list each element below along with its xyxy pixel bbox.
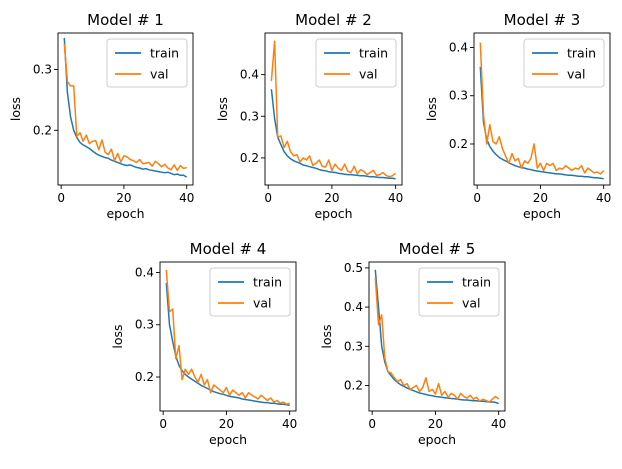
y-tick-label: 0.3 (344, 339, 363, 353)
series-line-train (165, 282, 290, 406)
y-tick-label: 0.2 (240, 151, 259, 165)
series-line-val (270, 40, 397, 178)
subplot-3: Model # 3 0 20 40 0.2 0.3 0.4 epoch loss train val (424, 11, 611, 221)
x-tick-label: 40 (491, 417, 506, 431)
series-line-train (374, 269, 499, 405)
y-tick-label: 0.2 (344, 379, 363, 393)
x-tick-label: 0 (264, 191, 272, 205)
legend-label-train: train (150, 46, 179, 61)
legend-box (209, 267, 291, 317)
x-tick-label: 0 (57, 191, 65, 205)
plot-frame (264, 32, 403, 186)
legend-label-train: train (253, 275, 282, 290)
x-tick-label: 20 (533, 191, 548, 205)
x-tick-label: 0 (368, 417, 376, 431)
legend: train val (418, 267, 500, 317)
series-line-train (270, 89, 396, 180)
y-axis-label: loss (319, 324, 334, 348)
y-tick-label: 0.3 (33, 62, 52, 76)
plot-frame (368, 261, 506, 412)
y-tick-label: 0.5 (344, 261, 363, 275)
legend-box (106, 38, 188, 88)
legend-label-val: val (150, 67, 169, 82)
x-tick-label: 20 (324, 191, 339, 205)
x-axis-label: epoch (209, 432, 247, 447)
chart-title: Model # 3 (504, 11, 581, 29)
y-tick-label: 0.3 (135, 318, 154, 332)
legend: train val (209, 267, 291, 317)
plot-frame (473, 32, 611, 186)
legend: train val (106, 38, 188, 88)
legend: train val (523, 38, 605, 88)
x-axis-label: epoch (418, 432, 456, 447)
legend-label-train: train (359, 46, 388, 61)
y-tick-label: 0.4 (240, 68, 259, 82)
series-line-val (374, 277, 500, 403)
y-tick-label: 0.2 (135, 370, 154, 384)
chart-title: Model # 2 (295, 11, 372, 29)
y-tick-label: 0.4 (449, 40, 468, 54)
legend: train val (315, 38, 397, 88)
x-tick-label: 40 (179, 191, 194, 205)
chart-title: Model # 4 (190, 240, 267, 258)
x-tick-label: 0 (159, 417, 167, 431)
x-tick-label: 20 (428, 417, 443, 431)
series-line-train (479, 66, 604, 180)
series-line-val (63, 43, 187, 172)
legend-label-train: train (462, 275, 491, 290)
y-axis-label: loss (8, 97, 23, 121)
x-tick-label: 40 (282, 417, 297, 431)
legend-label-val: val (462, 296, 481, 311)
legend-label-val: val (567, 67, 586, 82)
subplot-4: Model # 4 0 20 40 0.2 0.3 0.4 epoch loss train val (110, 240, 297, 447)
series-line-val (479, 42, 605, 175)
x-tick-label: 40 (388, 191, 403, 205)
x-tick-label: 20 (219, 417, 234, 431)
x-axis-label: epoch (523, 206, 561, 221)
y-axis-label: loss (215, 97, 230, 121)
plot-frame (57, 32, 194, 186)
y-tick-label: 0.3 (240, 109, 259, 123)
x-axis-label: epoch (106, 206, 144, 221)
y-tick-label: 0.3 (449, 89, 468, 103)
chart-title: Model # 1 (87, 11, 164, 29)
plot-frame (159, 261, 297, 412)
y-tick-label: 0.4 (135, 265, 154, 279)
legend-box (315, 38, 397, 88)
subplot-1: Model # 1 0 20 40 0.2 0.3 epoch loss train val (8, 11, 194, 221)
x-axis-label: epoch (314, 206, 352, 221)
y-tick-label: 0.4 (344, 300, 363, 314)
legend-label-val: val (359, 67, 378, 82)
subplot-2: Model # 2 0 20 40 0.2 0.3 0.4 epoch loss train val (215, 11, 403, 221)
series-line-val (165, 269, 290, 405)
x-tick-label: 0 (473, 191, 481, 205)
series-line-train (63, 37, 188, 178)
legend-label-val: val (253, 296, 272, 311)
y-axis-label: loss (110, 324, 125, 348)
legend-box (523, 38, 605, 88)
y-tick-label: 0.2 (33, 123, 52, 137)
legend-label-train: train (567, 46, 596, 61)
chart-title: Model # 5 (399, 240, 476, 258)
x-tick-label: 40 (596, 191, 611, 205)
legend-box (418, 267, 500, 317)
y-tick-label: 0.2 (449, 137, 468, 151)
subplot-5: Model # 5 0 20 40 0.2 0.3 0.4 0.5 epoch loss train… (319, 240, 506, 447)
y-axis-label: loss (424, 97, 439, 121)
x-tick-label: 20 (116, 191, 131, 205)
